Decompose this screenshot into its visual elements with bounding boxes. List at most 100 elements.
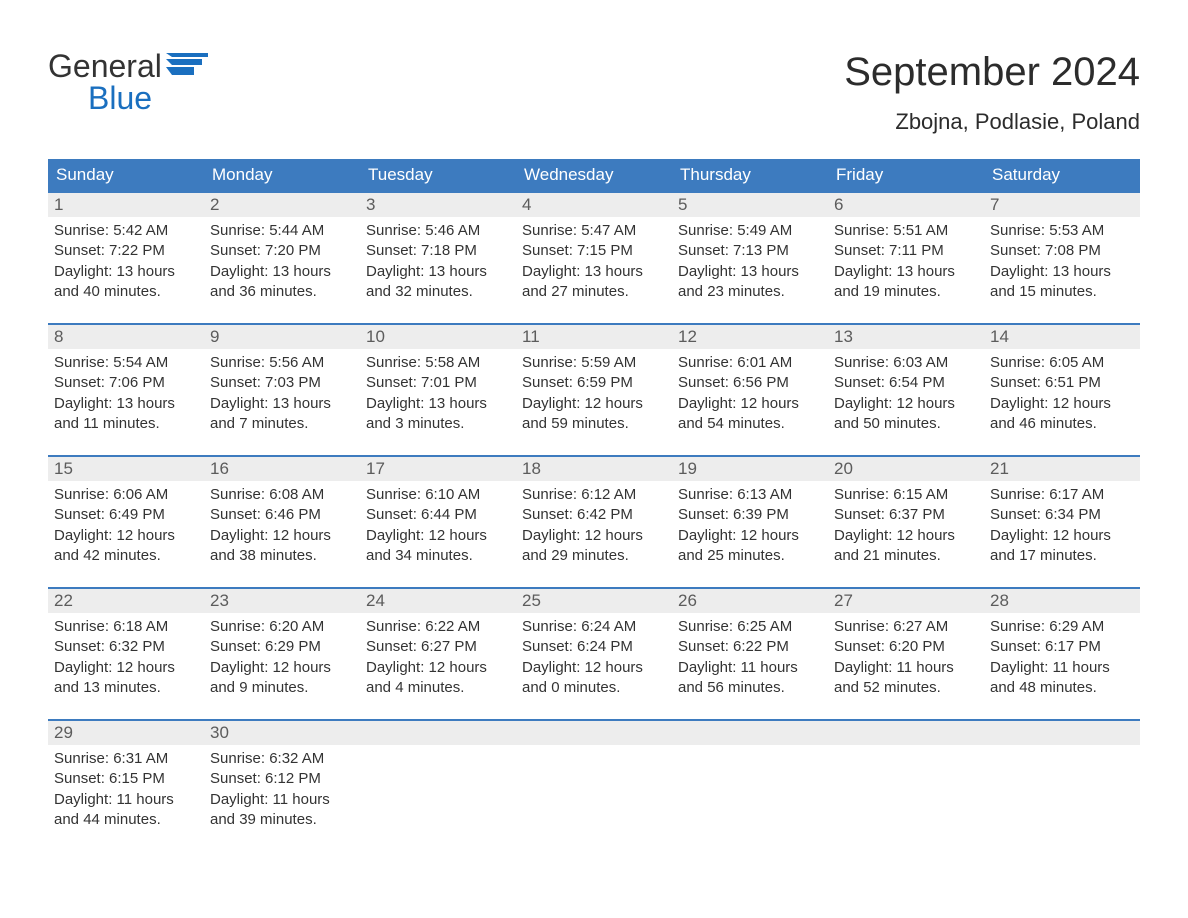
daylight-text: Daylight: 12 hours and 54 minutes. [678, 394, 822, 435]
day-number: 2 [204, 193, 360, 217]
day-cell: 25Sunrise: 6:24 AMSunset: 6:24 PMDayligh… [516, 589, 672, 717]
day-cell: 1Sunrise: 5:42 AMSunset: 7:22 PMDaylight… [48, 193, 204, 321]
day-body: Sunrise: 6:05 AMSunset: 6:51 PMDaylight:… [984, 349, 1140, 442]
day-body: Sunrise: 6:31 AMSunset: 6:15 PMDaylight:… [48, 745, 204, 838]
day-number: 23 [204, 589, 360, 613]
day-number: 18 [516, 457, 672, 481]
weekday-header-cell: Thursday [672, 159, 828, 191]
day-number: 8 [48, 325, 204, 349]
sunrise-text: Sunrise: 6:20 AM [210, 617, 354, 637]
day-cell: 28Sunrise: 6:29 AMSunset: 6:17 PMDayligh… [984, 589, 1140, 717]
weekday-header-cell: Sunday [48, 159, 204, 191]
day-cell [828, 721, 984, 849]
day-number: 6 [828, 193, 984, 217]
sunset-text: Sunset: 7:11 PM [834, 241, 978, 261]
day-body: Sunrise: 5:44 AMSunset: 7:20 PMDaylight:… [204, 217, 360, 310]
weekday-header-cell: Tuesday [360, 159, 516, 191]
sunset-text: Sunset: 6:37 PM [834, 505, 978, 525]
sunrise-text: Sunrise: 5:53 AM [990, 221, 1134, 241]
sunset-text: Sunset: 7:06 PM [54, 373, 198, 393]
day-body: Sunrise: 6:22 AMSunset: 6:27 PMDaylight:… [360, 613, 516, 706]
day-cell: 4Sunrise: 5:47 AMSunset: 7:15 PMDaylight… [516, 193, 672, 321]
day-number: 17 [360, 457, 516, 481]
sunrise-text: Sunrise: 6:06 AM [54, 485, 198, 505]
sunset-text: Sunset: 6:17 PM [990, 637, 1134, 657]
sunrise-text: Sunrise: 6:05 AM [990, 353, 1134, 373]
day-number: 22 [48, 589, 204, 613]
day-body: Sunrise: 6:32 AMSunset: 6:12 PMDaylight:… [204, 745, 360, 838]
sunrise-text: Sunrise: 5:58 AM [366, 353, 510, 373]
day-number: 30 [204, 721, 360, 745]
sunrise-text: Sunrise: 6:17 AM [990, 485, 1134, 505]
day-number: 4 [516, 193, 672, 217]
day-cell: 27Sunrise: 6:27 AMSunset: 6:20 PMDayligh… [828, 589, 984, 717]
day-body: Sunrise: 5:51 AMSunset: 7:11 PMDaylight:… [828, 217, 984, 310]
day-body: Sunrise: 5:49 AMSunset: 7:13 PMDaylight:… [672, 217, 828, 310]
sunset-text: Sunset: 7:03 PM [210, 373, 354, 393]
day-number: 26 [672, 589, 828, 613]
logo-flag-icon [166, 50, 208, 82]
sunset-text: Sunset: 7:20 PM [210, 241, 354, 261]
day-number [672, 721, 828, 745]
day-cell: 23Sunrise: 6:20 AMSunset: 6:29 PMDayligh… [204, 589, 360, 717]
daylight-text: Daylight: 13 hours and 32 minutes. [366, 262, 510, 303]
day-body: Sunrise: 5:53 AMSunset: 7:08 PMDaylight:… [984, 217, 1140, 310]
daylight-text: Daylight: 11 hours and 48 minutes. [990, 658, 1134, 699]
day-body: Sunrise: 5:46 AMSunset: 7:18 PMDaylight:… [360, 217, 516, 310]
day-body: Sunrise: 5:58 AMSunset: 7:01 PMDaylight:… [360, 349, 516, 442]
day-body: Sunrise: 6:08 AMSunset: 6:46 PMDaylight:… [204, 481, 360, 574]
sunrise-text: Sunrise: 5:51 AM [834, 221, 978, 241]
sunrise-text: Sunrise: 6:15 AM [834, 485, 978, 505]
day-cell: 17Sunrise: 6:10 AMSunset: 6:44 PMDayligh… [360, 457, 516, 585]
day-number [828, 721, 984, 745]
sunset-text: Sunset: 7:22 PM [54, 241, 198, 261]
daylight-text: Daylight: 12 hours and 59 minutes. [522, 394, 666, 435]
sunrise-text: Sunrise: 5:49 AM [678, 221, 822, 241]
daylight-text: Daylight: 13 hours and 15 minutes. [990, 262, 1134, 303]
sunset-text: Sunset: 6:44 PM [366, 505, 510, 525]
day-number: 5 [672, 193, 828, 217]
weeks-container: 1Sunrise: 5:42 AMSunset: 7:22 PMDaylight… [48, 191, 1140, 849]
day-cell [360, 721, 516, 849]
day-number: 27 [828, 589, 984, 613]
day-body: Sunrise: 6:29 AMSunset: 6:17 PMDaylight:… [984, 613, 1140, 706]
day-cell: 6Sunrise: 5:51 AMSunset: 7:11 PMDaylight… [828, 193, 984, 321]
daylight-text: Daylight: 12 hours and 46 minutes. [990, 394, 1134, 435]
day-body: Sunrise: 5:59 AMSunset: 6:59 PMDaylight:… [516, 349, 672, 442]
sunrise-text: Sunrise: 6:29 AM [990, 617, 1134, 637]
sunrise-text: Sunrise: 6:25 AM [678, 617, 822, 637]
daylight-text: Daylight: 12 hours and 50 minutes. [834, 394, 978, 435]
sunset-text: Sunset: 7:13 PM [678, 241, 822, 261]
week-row: 1Sunrise: 5:42 AMSunset: 7:22 PMDaylight… [48, 191, 1140, 321]
sunset-text: Sunset: 6:24 PM [522, 637, 666, 657]
day-number: 1 [48, 193, 204, 217]
sunset-text: Sunset: 7:18 PM [366, 241, 510, 261]
sunrise-text: Sunrise: 5:46 AM [366, 221, 510, 241]
week-row: 15Sunrise: 6:06 AMSunset: 6:49 PMDayligh… [48, 455, 1140, 585]
logo-word-1: General [48, 50, 162, 82]
daylight-text: Daylight: 12 hours and 4 minutes. [366, 658, 510, 699]
sunrise-text: Sunrise: 5:59 AM [522, 353, 666, 373]
sunset-text: Sunset: 6:22 PM [678, 637, 822, 657]
daylight-text: Daylight: 13 hours and 27 minutes. [522, 262, 666, 303]
day-cell: 7Sunrise: 5:53 AMSunset: 7:08 PMDaylight… [984, 193, 1140, 321]
daylight-text: Daylight: 12 hours and 13 minutes. [54, 658, 198, 699]
daylight-text: Daylight: 13 hours and 3 minutes. [366, 394, 510, 435]
daylight-text: Daylight: 13 hours and 7 minutes. [210, 394, 354, 435]
daylight-text: Daylight: 13 hours and 11 minutes. [54, 394, 198, 435]
sunset-text: Sunset: 6:39 PM [678, 505, 822, 525]
sunset-text: Sunset: 6:34 PM [990, 505, 1134, 525]
daylight-text: Daylight: 12 hours and 42 minutes. [54, 526, 198, 567]
day-body: Sunrise: 6:27 AMSunset: 6:20 PMDaylight:… [828, 613, 984, 706]
day-cell: 29Sunrise: 6:31 AMSunset: 6:15 PMDayligh… [48, 721, 204, 849]
sunset-text: Sunset: 7:08 PM [990, 241, 1134, 261]
daylight-text: Daylight: 13 hours and 40 minutes. [54, 262, 198, 303]
sunrise-text: Sunrise: 6:08 AM [210, 485, 354, 505]
sunset-text: Sunset: 7:15 PM [522, 241, 666, 261]
day-cell: 22Sunrise: 6:18 AMSunset: 6:32 PMDayligh… [48, 589, 204, 717]
day-body: Sunrise: 6:06 AMSunset: 6:49 PMDaylight:… [48, 481, 204, 574]
day-cell: 9Sunrise: 5:56 AMSunset: 7:03 PMDaylight… [204, 325, 360, 453]
day-number: 19 [672, 457, 828, 481]
sunset-text: Sunset: 6:46 PM [210, 505, 354, 525]
day-body: Sunrise: 6:17 AMSunset: 6:34 PMDaylight:… [984, 481, 1140, 574]
